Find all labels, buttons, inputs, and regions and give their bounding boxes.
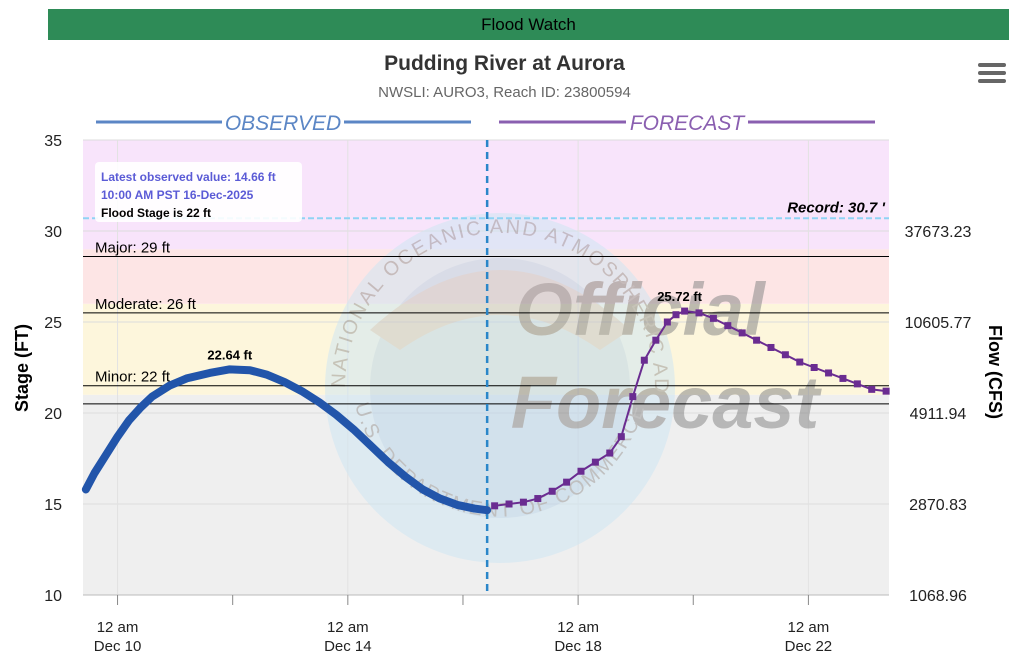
hamburger-menu-icon[interactable] bbox=[978, 63, 1006, 87]
forecast-point bbox=[709, 314, 717, 322]
forecast-point bbox=[681, 307, 689, 315]
forecast-point bbox=[767, 343, 775, 351]
forecast-point bbox=[796, 358, 804, 366]
forecast-point bbox=[491, 502, 499, 510]
noaa-seal-bird bbox=[370, 270, 630, 350]
forecast-point bbox=[519, 498, 527, 506]
forecast-point bbox=[534, 495, 542, 503]
y-tick-label: 10 bbox=[44, 588, 62, 605]
forecast-point bbox=[652, 336, 660, 344]
forecast-header: FORECAST bbox=[630, 112, 747, 135]
x-tick-date: Dec 10 bbox=[94, 638, 142, 655]
flood-stage-note: Flood Stage is 22 ft bbox=[101, 206, 212, 220]
forecast-point bbox=[781, 351, 789, 359]
forecast-point bbox=[753, 336, 761, 344]
threshold-label: Moderate: 26 ft bbox=[95, 296, 197, 313]
y2-axis-title: Flow (CFS) bbox=[985, 325, 1005, 419]
threshold-label: Major: 29 ft bbox=[95, 239, 171, 256]
forecast-point bbox=[839, 374, 847, 382]
flood-watch-banner: Flood Watch bbox=[48, 9, 1009, 40]
y2-tick-label: 10605.77 bbox=[905, 315, 972, 332]
forecast-point bbox=[672, 311, 680, 319]
forecast-point bbox=[606, 449, 614, 457]
latest-observation-box: Latest observed value: 14.66 ft 10:00 AM… bbox=[95, 162, 302, 222]
x-tick-date: Dec 22 bbox=[785, 638, 833, 655]
forecast-peak-label: 25.72 ft bbox=[657, 289, 702, 304]
forecast-point bbox=[591, 458, 599, 466]
forecast-point bbox=[563, 478, 571, 486]
threshold-label: Minor: 22 ft bbox=[95, 369, 171, 386]
forecast-point bbox=[853, 380, 861, 388]
page-title: Pudding River at Aurora bbox=[384, 52, 625, 75]
y-tick-label: 25 bbox=[44, 315, 62, 332]
forecast-point bbox=[724, 322, 732, 330]
y2-tick-label: 4911.94 bbox=[910, 406, 967, 423]
forecast-point bbox=[629, 393, 637, 401]
forecast-point bbox=[663, 318, 671, 326]
forecast-point bbox=[548, 487, 556, 495]
x-tick-label: 12 am bbox=[788, 619, 830, 636]
y-axis-title: Stage (FT) bbox=[12, 324, 32, 412]
forecast-point bbox=[505, 500, 513, 508]
observed-peak-label: 22.64 ft bbox=[207, 347, 252, 362]
record-label: Record: 30.7 ' bbox=[787, 199, 885, 216]
watermark-text-official: Official bbox=[515, 268, 766, 351]
forecast-point bbox=[825, 369, 833, 377]
y-tick-label: 35 bbox=[44, 133, 62, 150]
forecast-point bbox=[810, 364, 818, 371]
forecast-point bbox=[640, 356, 648, 364]
observed-header: OBSERVED bbox=[225, 112, 341, 135]
forecast-point bbox=[695, 309, 703, 317]
y2-tick-label: 37673.23 bbox=[905, 224, 972, 241]
x-tick-date: Dec 18 bbox=[554, 638, 602, 655]
watermark-text-forecast: Forecast bbox=[511, 361, 823, 444]
observed-series-line bbox=[81, 365, 492, 515]
x-tick-label: 12 am bbox=[327, 619, 369, 636]
latest-time: 10:00 AM PST 16-Dec-2025 bbox=[101, 188, 254, 202]
forecast-point bbox=[617, 433, 625, 441]
forecast-point bbox=[882, 387, 890, 395]
x-tick-label: 12 am bbox=[557, 619, 599, 636]
forecast-point bbox=[738, 329, 746, 337]
latest-value: Latest observed value: 14.66 ft bbox=[101, 170, 276, 184]
x-tick-date: Dec 14 bbox=[324, 638, 372, 655]
y-tick-label: 30 bbox=[44, 224, 62, 241]
y2-tick-label: 1068.96 bbox=[909, 588, 967, 605]
forecast-point bbox=[577, 467, 585, 475]
x-tick-label: 12 am bbox=[97, 619, 139, 636]
y2-tick-label: 2870.83 bbox=[909, 497, 967, 514]
y-tick-label: 20 bbox=[44, 406, 62, 423]
y-tick-label: 15 bbox=[44, 497, 62, 514]
page-subtitle: NWSLI: AURO3, Reach ID: 23800594 bbox=[378, 84, 631, 101]
forecast-point bbox=[868, 385, 876, 393]
